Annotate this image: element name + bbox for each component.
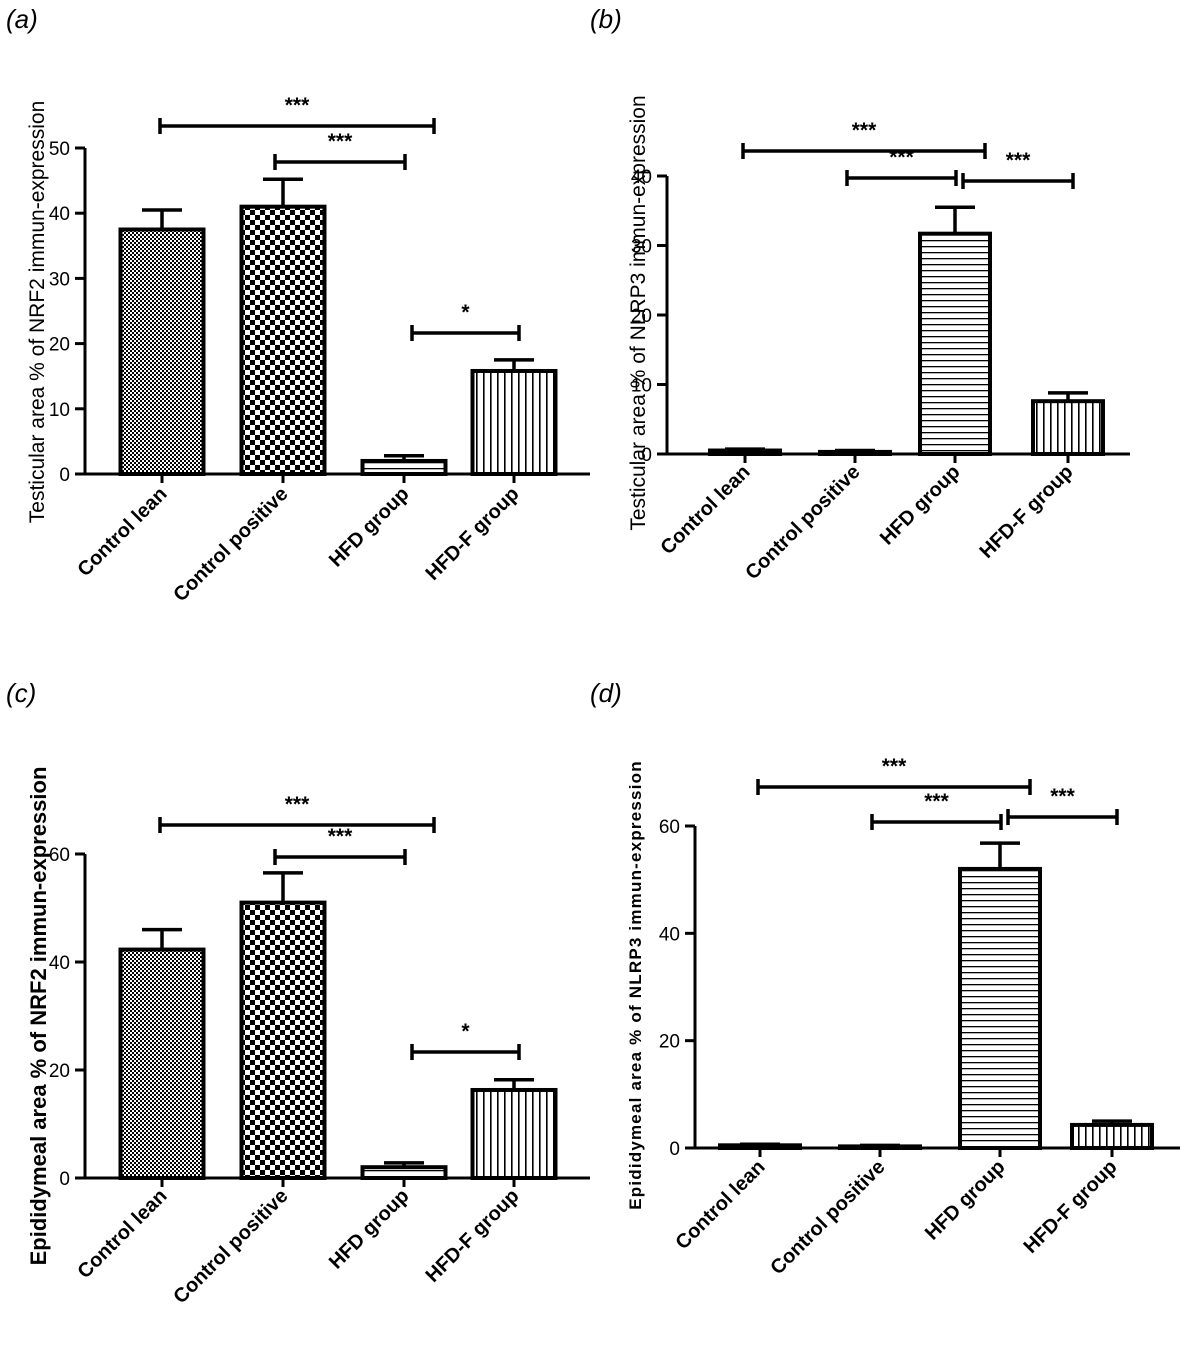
y-tick-label: 20	[49, 335, 70, 356]
significance-label: *	[461, 1020, 470, 1043]
y-tick-label: 30	[49, 269, 70, 290]
panel-label: (a)	[6, 4, 38, 34]
panel-label: (c)	[6, 678, 36, 708]
y-axis-label: Testicular area % of NLRP3 immun-express…	[627, 95, 650, 530]
bar-hfd-f-group	[1070, 1122, 1154, 1151]
significance-label: ***	[285, 94, 310, 117]
x-tick-label: HFD group	[921, 1156, 1010, 1245]
bar-hfd-f-group	[470, 1087, 558, 1180]
y-tick-label: 0	[59, 465, 70, 486]
panel-label: (d)	[590, 678, 622, 708]
panel-c: (c) Epididymeal area % of NRF2 immun-expr…	[6, 678, 590, 1308]
significance-label: *	[461, 301, 470, 324]
x-tick-label: HFD group	[325, 483, 414, 572]
significance-label: ***	[852, 119, 877, 142]
bar-control-positive	[239, 204, 327, 476]
y-tick-label: 40	[631, 167, 652, 188]
y-tick-label: 10	[631, 376, 652, 397]
bar-control-lean	[118, 947, 206, 1181]
bar-hfd-group	[360, 458, 448, 476]
y-tick-label: 40	[49, 953, 70, 974]
bar-hfd-f-group	[1031, 399, 1105, 456]
significance-label: ***	[285, 793, 310, 816]
x-tick-label: Control lean	[671, 1156, 769, 1254]
y-tick-label: 0	[59, 1169, 70, 1190]
y-tick-label: 0	[669, 1139, 680, 1160]
x-tick-label: HFD group	[325, 1185, 414, 1274]
y-tick-label: 60	[659, 817, 680, 838]
y-tick-label: 0	[641, 445, 652, 466]
significance-label: ***	[882, 755, 907, 778]
bar-hfd-group	[360, 1165, 448, 1180]
y-axis-label: Epididymeal area % of NRF2 immun-express…	[26, 767, 51, 1266]
y-axis-label: Testicular area % of NRF2 immun-expressi…	[26, 101, 49, 523]
x-tick-label: Control positive	[741, 461, 864, 584]
bar-control-lean	[118, 227, 206, 476]
bar-control-positive	[239, 900, 327, 1180]
y-tick-label: 10	[49, 400, 70, 421]
x-tick-label: Control positive	[766, 1156, 889, 1279]
bar-hfd-group	[918, 231, 992, 456]
y-tick-label: 20	[659, 1032, 680, 1053]
x-tick-label: HFD-F group	[1020, 1156, 1122, 1258]
significance-label: ***	[889, 146, 914, 169]
significance-label: ***	[924, 790, 949, 813]
y-axis-label: Epididymeal area % of NLRP3 immun-expres…	[626, 760, 645, 1210]
significance-label: ***	[1050, 785, 1075, 808]
y-tick-label: 40	[659, 924, 680, 945]
y-tick-label: 50	[49, 139, 70, 160]
y-tick-label: 40	[49, 204, 70, 225]
x-tick-label: Control lean	[73, 483, 171, 581]
significance-label: ***	[328, 130, 353, 153]
y-tick-label: 60	[49, 845, 70, 866]
x-tick-label: Control lean	[73, 1185, 171, 1283]
x-tick-label: HFD-F group	[976, 461, 1078, 563]
x-tick-label: HFD group	[876, 461, 965, 550]
y-tick-label: 20	[631, 306, 652, 327]
x-tick-label: HFD-F group	[422, 1185, 524, 1287]
y-tick-label: 30	[631, 237, 652, 258]
bar-hfd-group	[958, 866, 1042, 1151]
panel-a: (a) Testicular area % of NRF2 immun-expre…	[6, 4, 590, 606]
panel-b: (b) Testicular area % of NLRP3 immun-expr…	[590, 4, 1130, 584]
significance-label: ***	[328, 825, 353, 848]
x-tick-label: HFD-F group	[422, 483, 524, 585]
significance-label: ***	[1006, 149, 1031, 172]
x-tick-label: Control positive	[169, 483, 292, 606]
panel-label: (b)	[590, 4, 622, 34]
panel-d: (d) Epididymeal area % of NLRP3 immun-exp…	[590, 678, 1180, 1279]
x-tick-label: Control positive	[169, 1185, 292, 1308]
x-tick-label: Control lean	[656, 461, 754, 559]
y-tick-label: 20	[49, 1061, 70, 1082]
bar-hfd-f-group	[470, 368, 558, 477]
